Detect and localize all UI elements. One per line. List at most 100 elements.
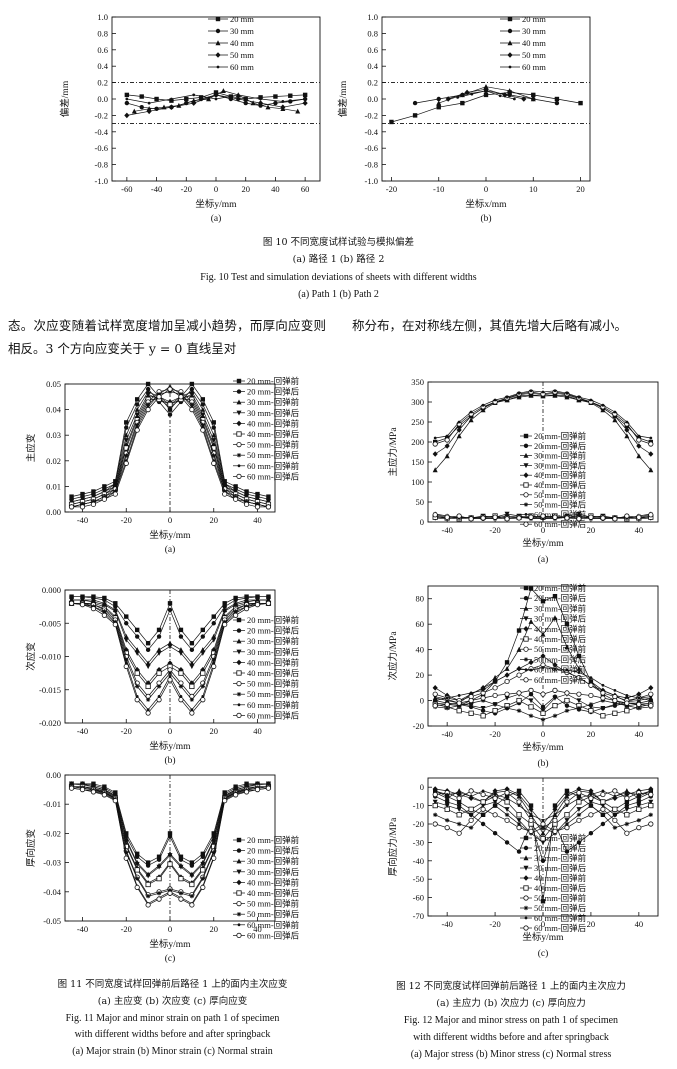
chart-fig10a: 1.0 0.8 0.6 0.4 0.2 0.0 -0.2 -0.4 -0.6 -0.8 -1.0 -6… (59, 12, 321, 224)
y-tick-label: 250 (411, 417, 424, 427)
fig11-caption-en-2: with different widths before and after s… (74, 1029, 271, 1040)
x-tick-label: 40 (253, 924, 262, 934)
data-point (540, 513, 546, 519)
data-point (124, 657, 129, 663)
y-tick-label: -0.04 (43, 887, 61, 897)
legend-label: 30 mm-回弹前 (534, 451, 587, 461)
data-point (433, 436, 437, 440)
data-point (624, 795, 630, 801)
legend-label: 30 mm-回弹前 (534, 603, 587, 613)
data-point (145, 873, 151, 879)
data-point (432, 691, 438, 697)
data-point (516, 799, 522, 805)
data-point (211, 647, 217, 653)
data-point (588, 795, 594, 801)
data-point (481, 789, 485, 793)
data-point (233, 496, 239, 502)
data-point (648, 467, 654, 473)
data-point (124, 453, 129, 458)
data-point (480, 515, 486, 521)
data-point (516, 690, 522, 696)
data-point (565, 804, 569, 807)
data-point (302, 100, 308, 106)
legend-marker (523, 845, 529, 851)
x-tick-label: -40 (441, 525, 452, 535)
data-point (266, 494, 271, 499)
data-point (211, 425, 216, 430)
data-point (648, 786, 654, 792)
data-point (178, 854, 184, 859)
y-tick-label: 0.6 (367, 45, 378, 55)
x-tick-label: -40 (77, 726, 88, 736)
data-point (189, 680, 195, 686)
data-point (167, 853, 173, 858)
fig10-caption-en: Fig. 10 Test and simulation deviations o… (200, 272, 477, 283)
data-point (565, 391, 569, 395)
chart-fig12c: 0 -10 -20 -30 -40 -50 -60 -70 -40 -20 0 20 40 坐标y/mm 厚… (387, 777, 659, 959)
data-point (456, 821, 462, 827)
data-point (145, 683, 151, 690)
legend-label: 50 mm-回弹前 (247, 440, 300, 450)
legend-label: 30 mm-回弹后 (534, 460, 587, 470)
data-point (243, 789, 250, 795)
data-point (492, 514, 498, 520)
data-point (516, 708, 522, 713)
data-point (564, 849, 570, 854)
y-tick-label: -0.2 (365, 110, 378, 120)
legend-marker (523, 865, 529, 871)
data-point (649, 436, 653, 440)
data-point (69, 597, 75, 603)
data-point (493, 680, 497, 683)
y-axis-label: 厚向应变 (25, 829, 37, 868)
legend-label: 20 mm-回弹后 (247, 626, 300, 636)
data-point (624, 700, 630, 706)
data-point (456, 803, 462, 808)
data-point (564, 825, 570, 831)
data-point (200, 427, 206, 433)
data-point (600, 812, 606, 817)
data-point (168, 675, 172, 678)
data-point (528, 704, 534, 710)
data-point (600, 799, 606, 805)
data-point (69, 594, 74, 599)
data-point (470, 92, 474, 96)
x-tick-label: -20 (489, 919, 500, 929)
legend-marker (236, 848, 242, 853)
data-point (516, 515, 522, 521)
legend-marker (524, 916, 528, 920)
data-point (211, 663, 217, 670)
data-point (648, 451, 654, 457)
data-point (553, 389, 557, 393)
data-point (529, 813, 533, 817)
data-point (517, 667, 521, 671)
data-point (588, 803, 594, 808)
data-point (576, 817, 582, 823)
data-point (553, 667, 557, 671)
data-point (492, 795, 498, 801)
data-point (222, 798, 228, 804)
legend-marker (523, 463, 529, 469)
data-point (576, 698, 582, 704)
legend-label: 50 mm-回弹后 (247, 689, 300, 699)
fig11-subcaption-zh: (a) 主应变 (b) 次应变 (c) 厚向应变 (97, 996, 248, 1007)
data-point (156, 684, 162, 689)
legend-marker (523, 596, 529, 601)
data-point (200, 634, 206, 639)
data-point (156, 670, 162, 676)
legend-label: 40 mm-回弹前 (534, 873, 587, 883)
x-tick-label: -40 (77, 924, 88, 934)
data-point (600, 695, 606, 701)
x-tick-label: -10 (433, 184, 444, 194)
data-point (481, 403, 485, 407)
data-point (456, 513, 462, 519)
data-point (648, 685, 654, 691)
y-tick-label: -0.6 (95, 143, 108, 153)
legend-label: 40 mm-回弹后 (247, 888, 300, 898)
data-point (222, 491, 228, 497)
legend-marker (523, 895, 529, 901)
data-point (258, 95, 263, 100)
data-point (145, 697, 151, 702)
data-point (211, 621, 216, 626)
data-point (178, 627, 184, 633)
data-point (178, 684, 184, 689)
